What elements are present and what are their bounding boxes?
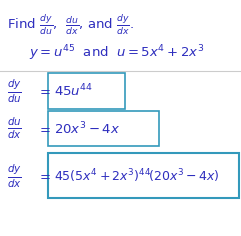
Text: $45\left(5x^4+2x^3\right)^{44}\!\left(20x^3-4x\right)$: $45\left(5x^4+2x^3\right)^{44}\!\left(20… xyxy=(54,167,220,185)
Text: $=$: $=$ xyxy=(37,84,52,97)
Text: $y = u^{45}$  and  $u = 5x^4 + 2x^3$: $y = u^{45}$ and $u = 5x^4 + 2x^3$ xyxy=(29,43,204,63)
Text: Find $\frac{dy}{du}$,  $\frac{du}{dx}$, and $\frac{dy}{dx}$.: Find $\frac{dy}{du}$, $\frac{du}{dx}$, a… xyxy=(7,13,134,37)
Text: $20x^3 - 4x$: $20x^3 - 4x$ xyxy=(54,120,120,137)
Text: $=$: $=$ xyxy=(37,122,52,135)
Text: $=$: $=$ xyxy=(37,169,52,182)
Text: $\frac{du}{dx}$: $\frac{du}{dx}$ xyxy=(7,116,22,141)
Text: $\frac{dy}{dx}$: $\frac{dy}{dx}$ xyxy=(7,162,22,190)
Text: $45u^{44}$: $45u^{44}$ xyxy=(54,83,93,99)
Text: $\frac{dy}{du}$: $\frac{dy}{du}$ xyxy=(7,77,22,105)
FancyBboxPatch shape xyxy=(48,73,125,109)
FancyBboxPatch shape xyxy=(48,111,159,146)
FancyBboxPatch shape xyxy=(48,153,239,198)
